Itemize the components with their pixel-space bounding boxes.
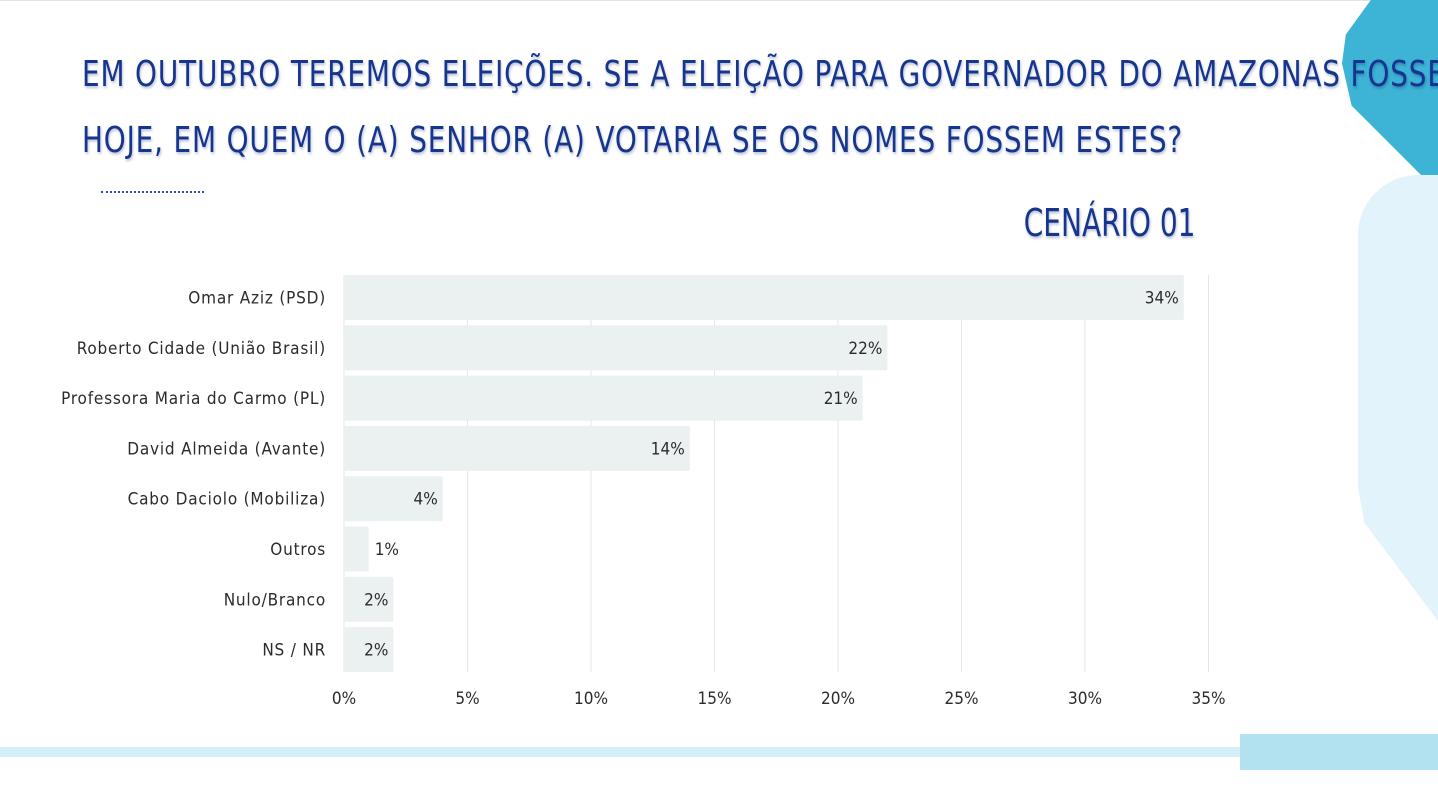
category-label: David Almeida (Avante) <box>127 439 326 459</box>
scenario-title: CENÁRIO 01 <box>1024 201 1196 245</box>
bar <box>344 275 1184 320</box>
x-tick-label: 30% <box>1068 689 1102 709</box>
data-label: 2% <box>364 641 388 661</box>
footer-block <box>1240 734 1438 770</box>
x-tick-label: 0% <box>332 689 356 709</box>
data-label: 4% <box>414 490 438 510</box>
category-label: Cabo Daciolo (Mobiliza) <box>128 490 326 510</box>
bar <box>344 526 369 572</box>
data-label: 1% <box>375 540 399 560</box>
x-tick-label: 5% <box>455 689 479 709</box>
x-tick-label: 20% <box>821 689 855 709</box>
top-border-line <box>0 0 1438 1</box>
x-tick-label: 25% <box>945 689 979 709</box>
bar <box>344 476 443 522</box>
category-label: NS / NR <box>262 641 326 661</box>
bar <box>344 425 690 471</box>
page-title: EM OUTUBRO TEREMOS ELEIÇÕES. SE A ELEIÇÃ… <box>82 42 1438 174</box>
bars <box>344 275 1184 673</box>
category-label: Professora Maria do Carmo (PL) <box>61 389 326 409</box>
data-label: 14% <box>651 439 685 459</box>
category-label: Omar Aziz (PSD) <box>188 289 326 309</box>
data-label: 2% <box>364 590 388 610</box>
data-label: 22% <box>848 339 882 359</box>
category-label: Outros <box>270 540 326 560</box>
x-tick-label: 10% <box>574 689 608 709</box>
title-line-1: EM OUTUBRO TEREMOS ELEIÇÕES. SE A ELEIÇÃ… <box>82 54 1438 95</box>
title-underline <box>101 191 204 193</box>
bar <box>344 375 863 421</box>
x-tick-label: 35% <box>1192 689 1226 709</box>
bar <box>344 576 394 622</box>
footer-line <box>0 747 1360 757</box>
labels: 0% 5% 10% 15% 20% 25% 30% 35% Omar Aziz (PSD) 34%… <box>61 289 1225 710</box>
title-line-2: HOJE, EM QUEM O (A) SENHOR (A) VOTARIA S… <box>82 120 1184 161</box>
bar <box>344 627 394 673</box>
x-tick-label: 15% <box>698 689 732 709</box>
category-label: Nulo/Branco <box>224 590 326 610</box>
bar <box>344 325 888 371</box>
data-label: 21% <box>824 389 858 409</box>
category-label: Roberto Cidade (União Brasil) <box>77 339 326 359</box>
data-label: 34% <box>1145 289 1179 309</box>
